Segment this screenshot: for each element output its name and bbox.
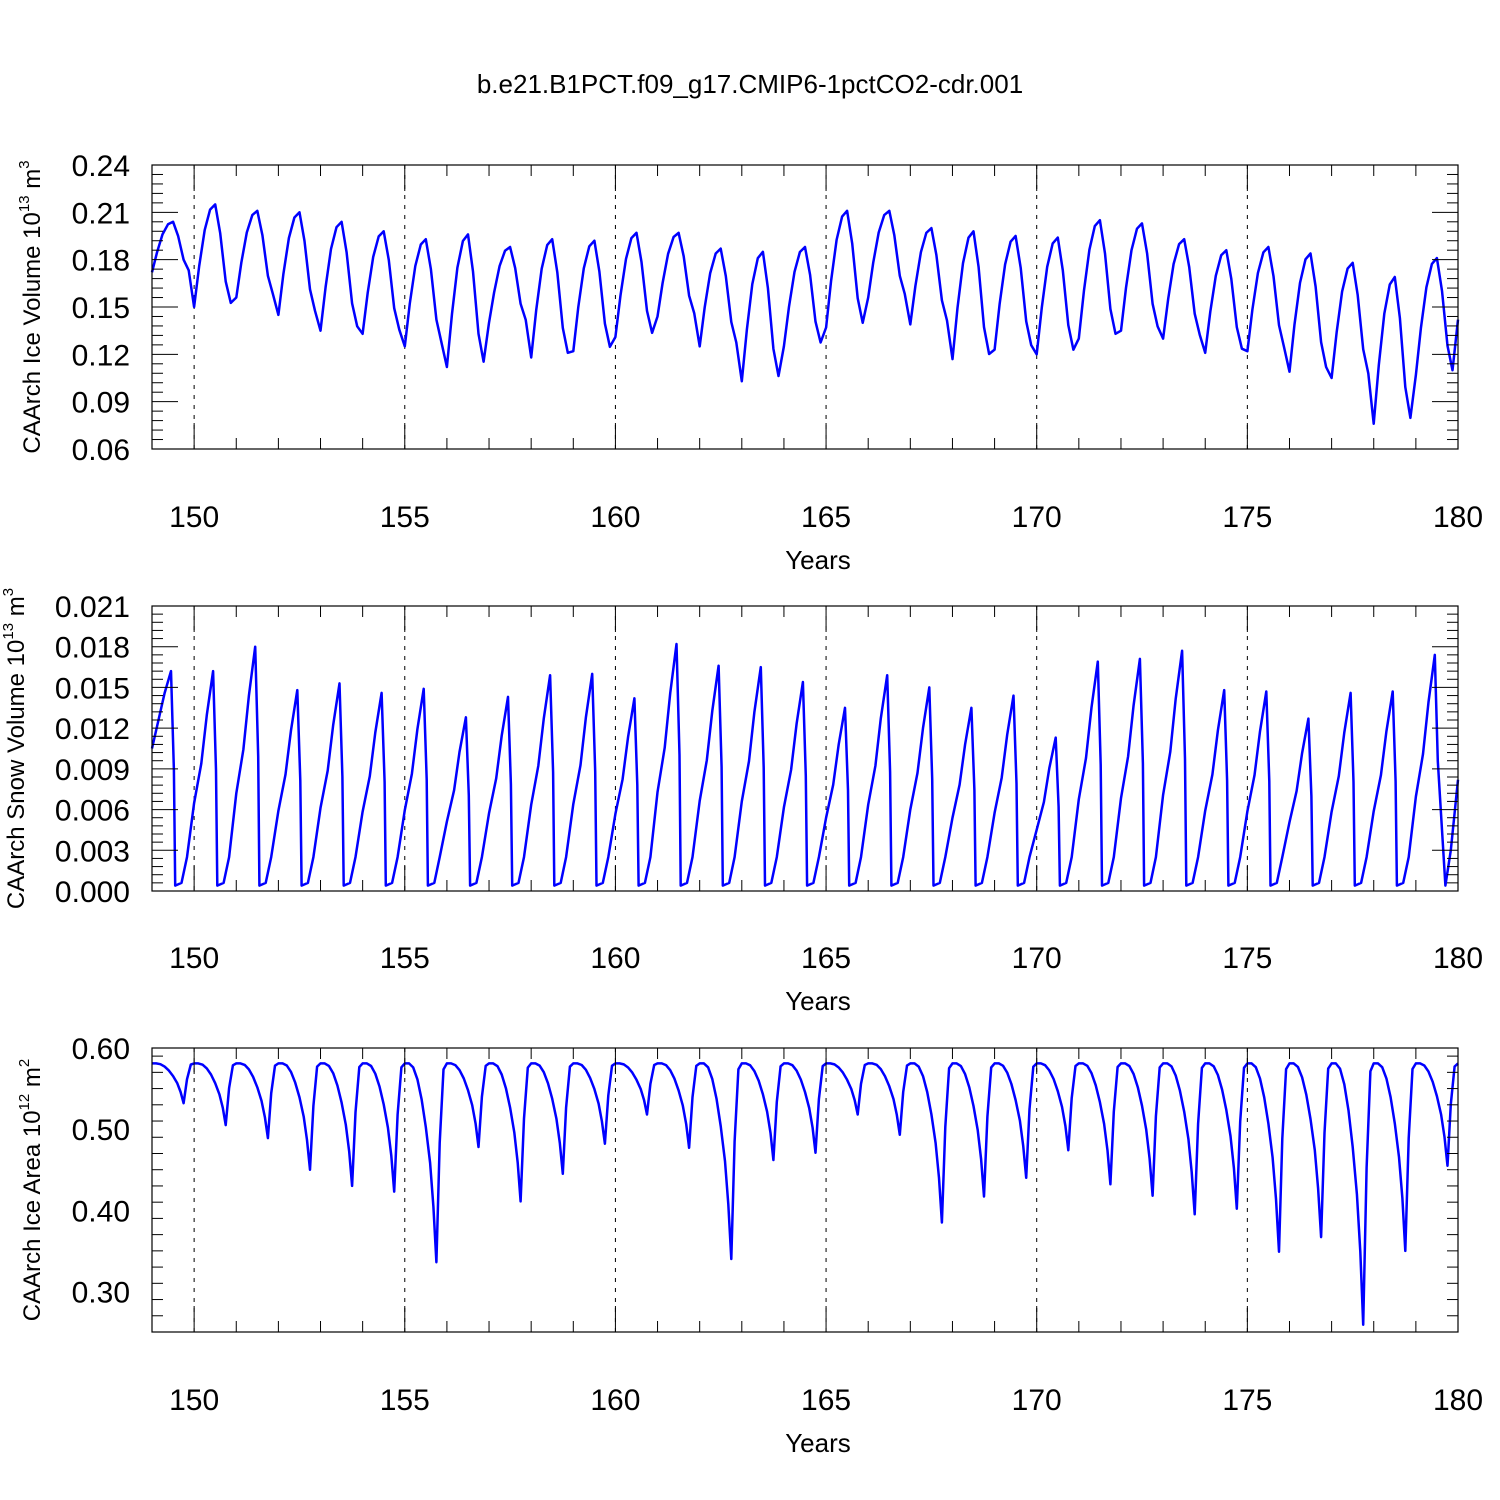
chart-panel-1: 150 155 160 165 170 175 180 0.06 0.09 0.12 0.15 0.1… bbox=[16, 150, 1483, 575]
y-tick-label: 0.09 bbox=[72, 387, 130, 420]
y-tick-label: 0.000 bbox=[55, 876, 130, 909]
x-axis-label: Years bbox=[785, 986, 851, 1016]
y-tick-label: 0.15 bbox=[72, 292, 130, 325]
x-tick-label: 160 bbox=[590, 942, 640, 975]
y-tick-label: 0.18 bbox=[72, 245, 130, 278]
chart-title: b.e21.B1PCT.f09_g17.CMIP6-1pctCO2-cdr.00… bbox=[477, 69, 1023, 99]
data-line bbox=[150, 203, 1460, 426]
chart-panel-3: 150 155 160 165 170 175 180 0.30 0.40 0.50 0.60 Yea… bbox=[16, 1033, 1483, 1458]
y-tick-label: 0.12 bbox=[72, 339, 130, 372]
y-tick-label: 0.60 bbox=[72, 1033, 130, 1066]
x-tick-label: 160 bbox=[590, 501, 640, 534]
y-tick-label: 0.021 bbox=[55, 591, 130, 624]
y-axis-label: CAArch Ice Volume 1013 m3 bbox=[16, 160, 46, 453]
x-tick-label: 155 bbox=[380, 942, 430, 975]
chart-panel-2: 150 155 160 165 170 175 180 0.000 0.003 0.006 0.00… bbox=[0, 588, 1483, 1016]
x-tick-label: 170 bbox=[1012, 942, 1062, 975]
x-tick-label: 160 bbox=[590, 1384, 640, 1417]
x-tick-label: 165 bbox=[801, 501, 851, 534]
plot-frame bbox=[151, 605, 1459, 892]
x-tick-label: 165 bbox=[801, 1384, 851, 1417]
x-tick-label: 150 bbox=[169, 1384, 219, 1417]
y-tick-label: 0.006 bbox=[55, 795, 130, 828]
y-tick-label: 0.06 bbox=[72, 434, 130, 467]
y-tick-label: 0.24 bbox=[72, 150, 130, 183]
y-tick-label: 0.012 bbox=[55, 713, 130, 746]
x-tick-label: 180 bbox=[1433, 1384, 1483, 1417]
x-tick-label: 180 bbox=[1433, 942, 1483, 975]
y-axis-label: CAArch Snow Volume 1013 m3 bbox=[0, 588, 30, 909]
y-tick-label: 0.018 bbox=[55, 632, 130, 665]
x-tick-label: 175 bbox=[1222, 1384, 1272, 1417]
x-axis-label: Years bbox=[785, 545, 851, 575]
data-line bbox=[152, 1062, 1459, 1326]
x-tick-label: 155 bbox=[380, 1384, 430, 1417]
data-line bbox=[150, 642, 1460, 887]
plot-frame bbox=[151, 164, 1459, 450]
x-tick-label: 150 bbox=[169, 942, 219, 975]
y-tick-label: 0.003 bbox=[55, 835, 130, 868]
plot-frame bbox=[151, 1047, 1459, 1333]
x-tick-label: 180 bbox=[1433, 501, 1483, 534]
y-tick-label: 0.21 bbox=[72, 197, 130, 230]
x-tick-label: 175 bbox=[1222, 501, 1272, 534]
x-tick-label: 165 bbox=[801, 942, 851, 975]
x-tick-label: 175 bbox=[1222, 942, 1272, 975]
y-tick-label: 0.50 bbox=[72, 1114, 130, 1147]
y-tick-label: 0.015 bbox=[55, 672, 130, 705]
x-axis-label: Years bbox=[785, 1428, 851, 1458]
y-tick-label: 0.40 bbox=[72, 1195, 130, 1228]
y-tick-label: 0.009 bbox=[55, 754, 130, 787]
x-tick-label: 170 bbox=[1012, 501, 1062, 534]
x-tick-label: 170 bbox=[1012, 1384, 1062, 1417]
y-axis-label: CAArch Ice Area 1012 m2 bbox=[16, 1059, 46, 1321]
x-tick-label: 150 bbox=[169, 501, 219, 534]
x-tick-label: 155 bbox=[380, 501, 430, 534]
y-tick-label: 0.30 bbox=[72, 1276, 130, 1309]
